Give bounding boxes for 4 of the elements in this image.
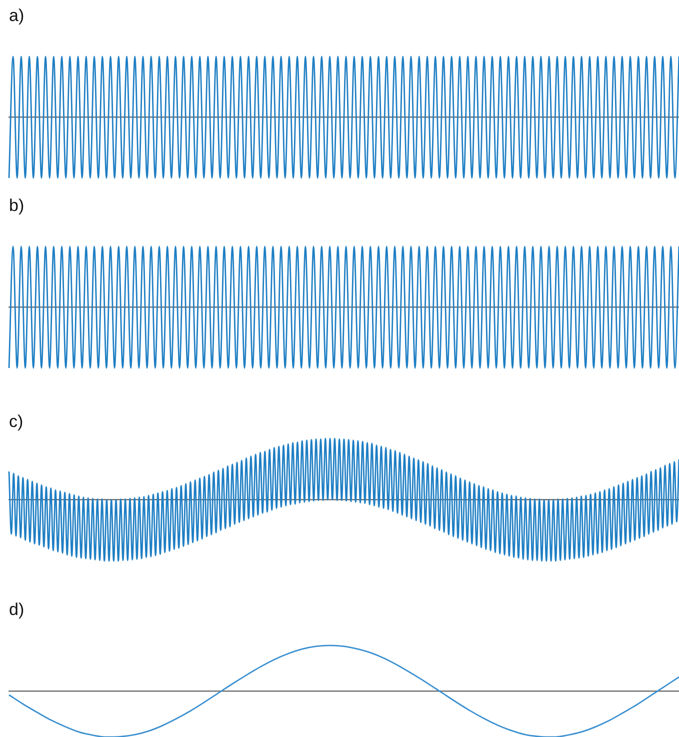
chart-title: d) [9, 600, 24, 619]
chart-title: a) [9, 6, 24, 25]
chart-title: c) [9, 412, 24, 431]
chart-title: b) [9, 196, 24, 215]
